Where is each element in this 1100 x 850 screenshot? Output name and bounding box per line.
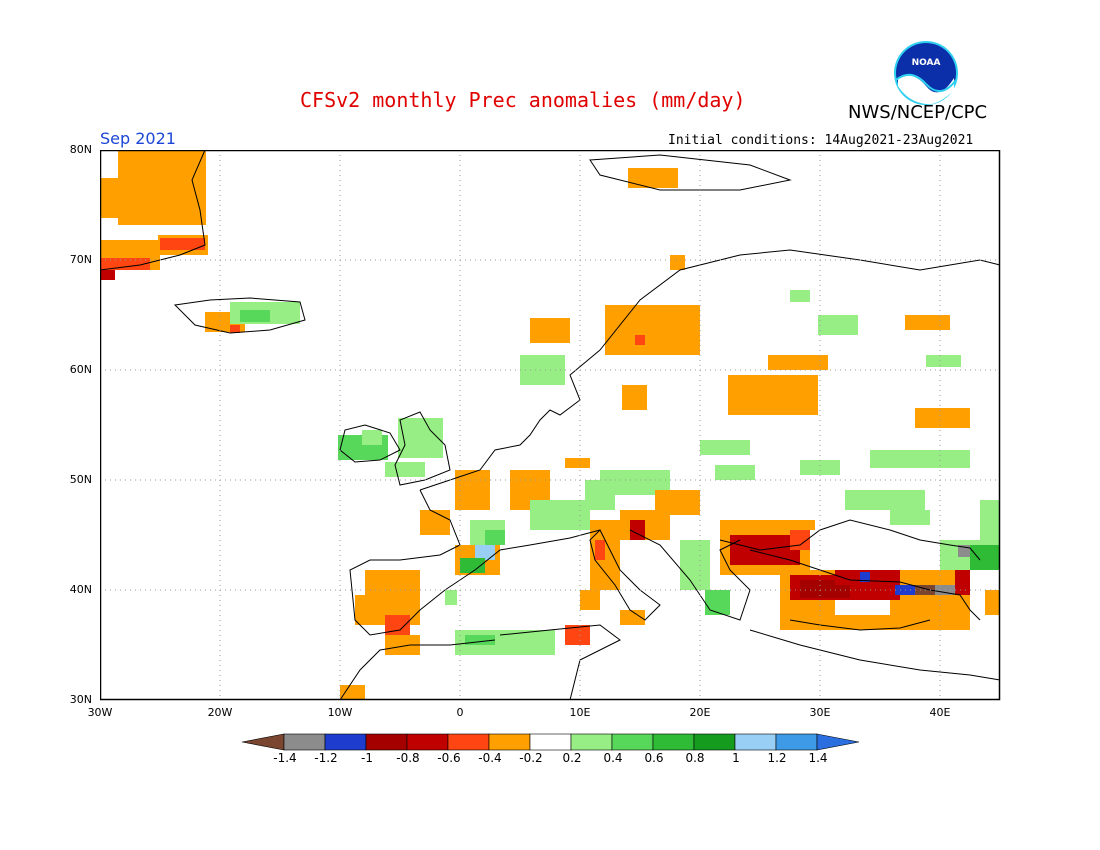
coastline-outlines — [100, 150, 1001, 701]
colorbar-swatch — [324, 733, 367, 751]
colorbar-label: -0.2 — [519, 751, 543, 765]
agency-label: NWS/NCEP/CPC — [848, 102, 988, 123]
lon-label: 10E — [569, 706, 591, 719]
colorbar-swatch — [775, 733, 818, 751]
lon-label: 0 — [456, 706, 464, 719]
colorbar-swatch — [734, 733, 777, 751]
graticule — [100, 150, 1000, 700]
lon-label: 20E — [689, 706, 711, 719]
colorbar-label: -1 — [361, 751, 373, 765]
colorbar-swatch — [693, 733, 736, 751]
colorbar-swatch — [529, 733, 572, 751]
anomaly-map — [100, 150, 1001, 701]
colorbar-swatch — [488, 733, 531, 751]
colorbar-label: -0.8 — [396, 751, 420, 765]
colorbar-label: 1 — [732, 751, 740, 765]
lon-label: 30W — [87, 706, 113, 719]
colorbar-swatch — [241, 733, 285, 751]
colorbar-label: -0.6 — [437, 751, 461, 765]
initial-conditions: Initial conditions: 14Aug2021-23Aug2021 — [668, 133, 974, 148]
noaa-logo-text: NOAA — [912, 58, 941, 68]
map-title: CFSv2 monthly Prec anomalies (mm/day) — [300, 88, 746, 112]
colorbar-swatch — [611, 733, 654, 751]
lon-label: 10W — [327, 706, 353, 719]
colorbar-swatch — [283, 733, 326, 751]
colorbar-label: 0.4 — [603, 751, 623, 765]
map-frame — [100, 150, 1001, 701]
lat-label: 70N — [69, 253, 92, 266]
colorbar — [241, 733, 860, 751]
colorbar-label: 1.2 — [767, 751, 787, 765]
lon-label: 20W — [207, 706, 233, 719]
lat-label: 40N — [69, 583, 92, 596]
colorbar-label: -0.4 — [478, 751, 502, 765]
colorbar-swatch — [406, 733, 449, 751]
lat-label: 60N — [69, 363, 92, 376]
colorbar-swatch — [570, 733, 613, 751]
colorbar-label: 0.8 — [685, 751, 705, 765]
colorbar-label: 0.6 — [644, 751, 664, 765]
lon-label: 30E — [809, 706, 831, 719]
colorbar-label: -1.4 — [273, 751, 297, 765]
forecast-period: Sep 2021 — [100, 129, 176, 148]
colorbar-label: -1.2 — [314, 751, 338, 765]
colorbar-label: 1.4 — [808, 751, 828, 765]
lat-label: 50N — [69, 473, 92, 486]
colorbar-swatch — [447, 733, 490, 751]
colorbar-swatch — [365, 733, 408, 751]
colorbar-swatch — [652, 733, 695, 751]
lat-label: 30N — [69, 693, 92, 706]
lat-label: 80N — [69, 143, 92, 156]
colorbar-swatch — [816, 733, 860, 751]
lon-label: 40E — [929, 706, 951, 719]
noaa-logo: NOAA — [894, 41, 958, 105]
colorbar-label: 0.2 — [562, 751, 582, 765]
